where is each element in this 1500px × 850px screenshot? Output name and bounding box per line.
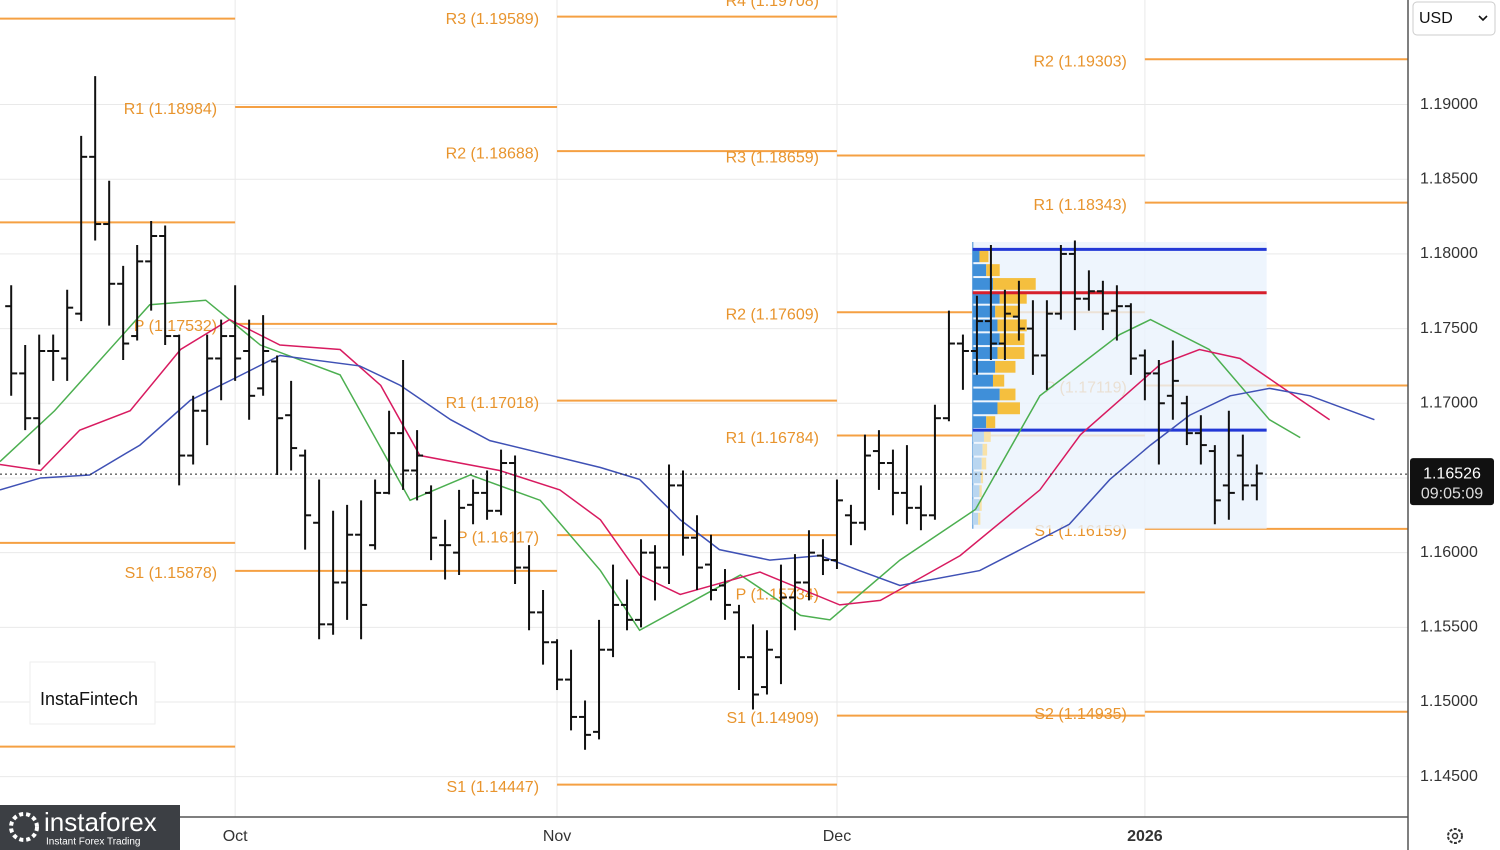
- profile-bar: [972, 499, 980, 511]
- y-tick-label: 1.19000: [1420, 96, 1478, 113]
- profile-bar: [972, 305, 996, 318]
- profile-bar: [972, 250, 980, 263]
- profile-bar: [972, 374, 993, 387]
- profile-bar: [972, 388, 1000, 401]
- y-tick-label: 1.15500: [1420, 619, 1478, 636]
- pivot-label: R3 (1.18659): [726, 150, 819, 167]
- pivot-label: S1 (1.14447): [447, 779, 540, 796]
- profile-bar: [999, 388, 1016, 401]
- pivot-label: R2 (1.18688): [446, 145, 539, 162]
- profile-bar: [972, 264, 987, 277]
- logo-icon: [9, 812, 39, 842]
- pivot-label: R4 (1.19708): [726, 0, 819, 10]
- profile-bar: [972, 471, 981, 484]
- profile-bar: [972, 291, 1000, 304]
- profile-bar: [997, 347, 1025, 359]
- profile-bar: [978, 512, 981, 525]
- profile-bar: [997, 319, 1027, 332]
- profile-bar: [992, 374, 1005, 387]
- profile-bar: [995, 305, 1020, 318]
- plot-area: R1 (1.18984) P (1.17532) S1 (1.15878) R3 (1…: [0, 0, 1408, 796]
- logo-text: instaforex: [44, 807, 157, 837]
- moving-average: [0, 354, 1375, 587]
- last-price-time: 09:05:09: [1421, 485, 1483, 502]
- last-price-tag: [1410, 458, 1494, 506]
- profile-bar: [972, 360, 996, 373]
- pivot-label: S1 (1.14909): [726, 710, 819, 727]
- profile-bar: [997, 402, 1020, 415]
- profile-bar: [981, 457, 987, 470]
- chevron-icon[interactable]: [1478, 15, 1488, 22]
- currency-label[interactable]: USD: [1419, 10, 1453, 27]
- pivot-label: R1 (1.16784): [726, 430, 819, 447]
- profile-bar: [972, 443, 983, 456]
- profile-bar: [986, 264, 1000, 277]
- moving-average: [0, 299, 1301, 632]
- profile-bar: [972, 457, 982, 470]
- profile-bar: [986, 416, 996, 428]
- profile-bar: [972, 347, 998, 359]
- gear-center[interactable]: [1451, 832, 1459, 840]
- pivot-label: P (1.17532): [134, 318, 217, 335]
- profile-bar: [999, 333, 1025, 346]
- currency-box[interactable]: [1412, 1, 1496, 36]
- pivot-label: S1 (1.15878): [125, 565, 218, 582]
- profile-bar: [972, 429, 984, 442]
- watermark: InstaFintech: [29, 661, 156, 725]
- grid: [0, 0, 1408, 817]
- watermark-box: [29, 661, 156, 725]
- profile-bar: [983, 429, 991, 442]
- pivot-label: S2 (1.14935): [1034, 706, 1127, 723]
- pivot-label: R3 (1.19589): [446, 11, 539, 28]
- last-price-label: 1.16526: [1423, 465, 1481, 482]
- moving-average: [0, 318, 1331, 606]
- profile-bar: [972, 402, 998, 415]
- y-tick-label: 1.14500: [1420, 768, 1478, 785]
- profile-bar: [972, 333, 1000, 346]
- profile-bar: [972, 512, 979, 525]
- x-tick-label: Dec: [823, 828, 851, 845]
- axes: 1.145001.150001.155001.160001.165001.170…: [223, 96, 1494, 845]
- profile-bar: [972, 485, 980, 498]
- profile-bar: [972, 416, 987, 428]
- x-tick-label: 2026: [1127, 828, 1163, 845]
- profile-bar: [979, 485, 982, 498]
- pivot-label: R2 (1.19303): [1033, 54, 1126, 71]
- y-tick-label: 1.17500: [1420, 320, 1478, 337]
- watermark-text: InstaFintech: [40, 689, 138, 709]
- logo-tagline: Instant Forex Trading: [46, 837, 141, 848]
- settings-button[interactable]: [1447, 828, 1463, 844]
- gear-icon[interactable]: [1447, 828, 1463, 844]
- y-tick-label: 1.15000: [1420, 693, 1478, 710]
- y-tick-label: 1.17000: [1420, 394, 1478, 411]
- y-tick-label: 1.18500: [1420, 170, 1478, 187]
- pivot-label: R2 (1.17609): [726, 307, 819, 324]
- y-tick-label: 1.16000: [1420, 544, 1478, 561]
- profile-bar: [972, 278, 993, 290]
- profile-bar: [979, 250, 989, 263]
- profile-bar: [980, 471, 984, 484]
- pivot-label: R1 (1.18343): [1033, 197, 1126, 214]
- pivot-label: R1 (1.18984): [124, 101, 217, 118]
- logo: instaforex Instant Forex Trading: [0, 805, 180, 850]
- currency-select[interactable]: USD: [1412, 1, 1496, 36]
- x-tick-label: Oct: [223, 828, 248, 845]
- pivot-label: R1 (1.17018): [446, 395, 539, 412]
- y-tick-label: 1.18000: [1420, 245, 1478, 262]
- x-tick-label: Nov: [543, 828, 571, 845]
- logo-box: [0, 805, 180, 850]
- profile-bar: [995, 360, 1016, 373]
- profile-bar: [999, 291, 1027, 304]
- profile-bar: [979, 499, 982, 511]
- pivot-label: P (1.16117): [457, 529, 539, 546]
- pivot-label: P (1.15734): [736, 587, 819, 604]
- profile-bar: [982, 443, 988, 456]
- profile-bar: [972, 319, 998, 332]
- profile-bar: [992, 278, 1036, 290]
